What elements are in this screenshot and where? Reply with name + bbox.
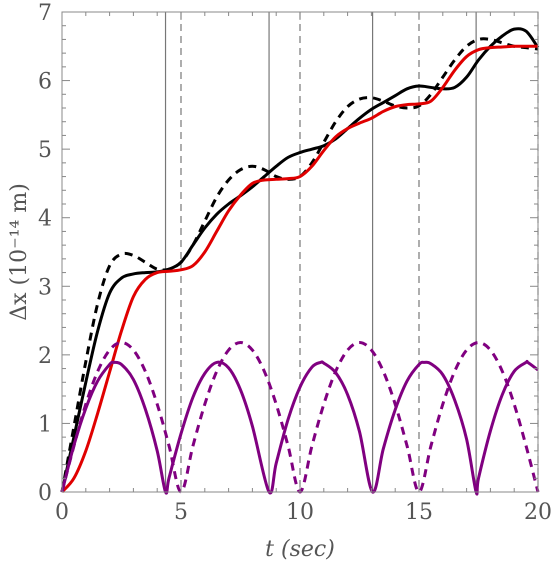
y-tick-label: 1 xyxy=(38,412,52,437)
x-axis-label: t (sec) xyxy=(265,537,335,562)
y-tick-label: 5 xyxy=(38,138,52,163)
x-tick-label: 0 xyxy=(55,500,69,525)
x-tick-label: 5 xyxy=(174,500,188,525)
y-axis-label: Δx (10⁻¹⁴ m) xyxy=(7,183,32,321)
vertical-guide-lines xyxy=(164,12,539,492)
y-tick-label: 3 xyxy=(38,275,52,300)
y-tick-label: 4 xyxy=(38,207,52,232)
series-line-3 xyxy=(60,359,539,496)
series-line-1 xyxy=(60,37,539,493)
series-line-2 xyxy=(60,44,538,494)
y-axis-ticks: 0 1 2 3 4 5 6 7 xyxy=(38,1,538,506)
y-tick-label: 6 xyxy=(38,70,52,95)
series-line-0 xyxy=(60,27,540,493)
x-tick-label: 20 xyxy=(524,500,552,525)
y-tick-label: 2 xyxy=(38,344,52,369)
y-tick-label: 0 xyxy=(38,481,52,506)
x-axis-ticks: 0 5 10 15 20 xyxy=(55,12,552,525)
x-tick-label: 10 xyxy=(286,500,314,525)
x-tick-label: 15 xyxy=(405,500,433,525)
y-tick-label: 7 xyxy=(38,1,52,26)
